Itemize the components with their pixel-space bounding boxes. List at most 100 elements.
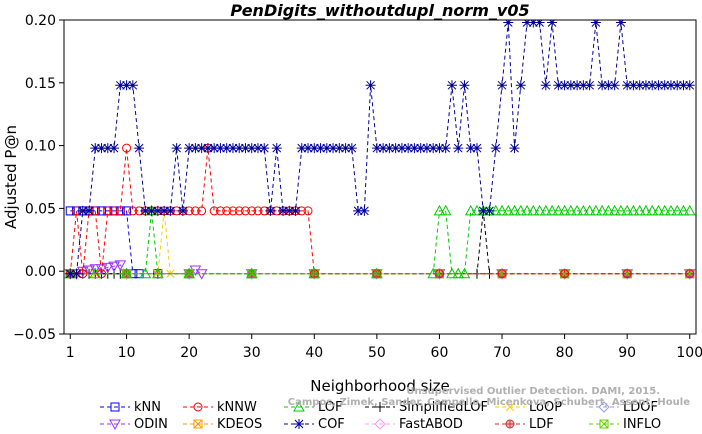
legend-marker-ldf <box>505 419 515 429</box>
legend-label-fastabod: FastABOD <box>399 417 463 432</box>
data-point-cof <box>140 205 151 216</box>
data-point-knnw <box>103 206 113 216</box>
legend-label-cof: COF <box>318 417 345 432</box>
y-axis-label: Adjusted P@n <box>2 125 20 229</box>
legend-marker-simplifiedlof <box>375 402 385 412</box>
data-point-knn <box>122 206 132 216</box>
x-tick-label: 80 <box>556 345 574 361</box>
data-point-cof <box>303 143 314 154</box>
data-point-cof <box>165 205 176 216</box>
data-point-cof <box>252 143 263 154</box>
data-point-lof <box>514 204 527 216</box>
data-point-cof <box>309 143 320 154</box>
data-point-knn <box>97 206 107 216</box>
data-point-knnw <box>109 206 119 216</box>
data-point-lof <box>596 204 608 216</box>
x-tick-label: 1 <box>66 345 75 361</box>
legend-label-ldof: LDOF <box>623 400 658 415</box>
data-point-cof <box>240 143 251 154</box>
data-point-cof <box>609 80 620 91</box>
legend-label-ldf: LDF <box>529 417 554 432</box>
legend-item-ldof: LDOF <box>589 400 658 415</box>
data-point-lof <box>565 204 577 216</box>
data-point-lof <box>464 204 477 216</box>
data-point-lof <box>546 204 558 216</box>
data-point-lof <box>458 267 471 279</box>
y-tick-label: 0.00 <box>25 264 56 280</box>
data-point-cof <box>396 143 407 154</box>
data-point-cof <box>653 80 664 91</box>
data-point-lof <box>652 204 665 216</box>
data-point-cof <box>246 143 257 154</box>
data-point-cof <box>540 80 551 91</box>
data-point-cof <box>484 205 495 216</box>
legend-item-fastabod: FastABOD <box>365 417 463 432</box>
data-point-cof <box>434 143 445 154</box>
x-tick-label: 70 <box>493 345 511 361</box>
data-point-lof <box>665 204 677 216</box>
data-point-cof <box>259 143 270 154</box>
data-point-lof <box>245 267 258 279</box>
data-point-odin <box>76 266 89 278</box>
data-point-cof <box>190 143 201 154</box>
data-point-cof <box>647 80 658 91</box>
data-point-cof <box>659 80 670 91</box>
data-point-cof <box>559 80 570 91</box>
series-line-odin <box>70 264 690 275</box>
legend-marker-knn <box>110 402 120 412</box>
legend-item-loop: LoOP <box>495 400 562 415</box>
data-point-cof <box>215 143 226 154</box>
data-point-lof <box>439 204 452 216</box>
legend-item-simplifiedlof: SimplifiedLOF <box>365 400 488 415</box>
data-point-cof <box>390 143 401 154</box>
data-point-cof <box>371 143 382 154</box>
data-point-lof <box>558 204 571 216</box>
plot-frame <box>63 19 697 335</box>
data-point-cof <box>184 143 195 154</box>
data-point-cof <box>478 205 489 216</box>
data-point-knnw <box>303 206 313 216</box>
data-point-lof <box>152 267 164 279</box>
data-point-cof <box>553 80 564 91</box>
data-point-cof <box>503 20 514 28</box>
data-point-lof <box>89 267 102 279</box>
data-point-cof <box>227 143 238 154</box>
data-point-lof <box>583 204 596 216</box>
data-point-cof <box>321 143 332 154</box>
data-point-knnw <box>190 206 200 216</box>
data-point-cof <box>71 268 82 279</box>
data-point-cof <box>296 143 307 154</box>
data-point-cof <box>290 205 301 216</box>
data-point-lof <box>552 204 565 216</box>
chart-title: PenDigits_withoutdupl_norm_v05 <box>230 1 529 20</box>
x-tick-label: 30 <box>243 345 261 361</box>
legend-marker-inflo <box>599 419 609 429</box>
data-point-cof <box>409 143 420 154</box>
data-point-cof <box>202 143 213 154</box>
data-point-knnw <box>253 206 263 216</box>
x-tick-label: 40 <box>305 345 323 361</box>
legend-item-cof: COF <box>284 417 345 432</box>
data-point-cof <box>572 80 583 91</box>
data-point-cof <box>177 205 188 216</box>
data-point-cof <box>346 143 357 154</box>
data-point-cof <box>278 205 289 216</box>
data-point-odin <box>108 261 120 273</box>
data-point-lof <box>590 204 602 216</box>
data-point-odin <box>95 264 108 275</box>
data-point-cof <box>615 20 626 28</box>
data-point-cof <box>640 80 651 91</box>
data-point-knnw <box>622 269 632 279</box>
data-point-cof <box>590 20 601 28</box>
x-axis-label: Neighborhood size <box>310 377 449 395</box>
data-point-cof <box>471 143 482 154</box>
data-point-lof <box>452 267 465 279</box>
data-point-cof <box>678 80 689 91</box>
data-point-cof <box>171 143 182 154</box>
data-point-cof <box>234 143 245 154</box>
legend-item-ldf: LDF <box>495 417 554 432</box>
data-point-odin <box>89 264 102 275</box>
data-point-odin <box>83 265 95 276</box>
data-point-knnw <box>240 206 250 216</box>
legend-label-odin: ODIN <box>134 417 168 432</box>
